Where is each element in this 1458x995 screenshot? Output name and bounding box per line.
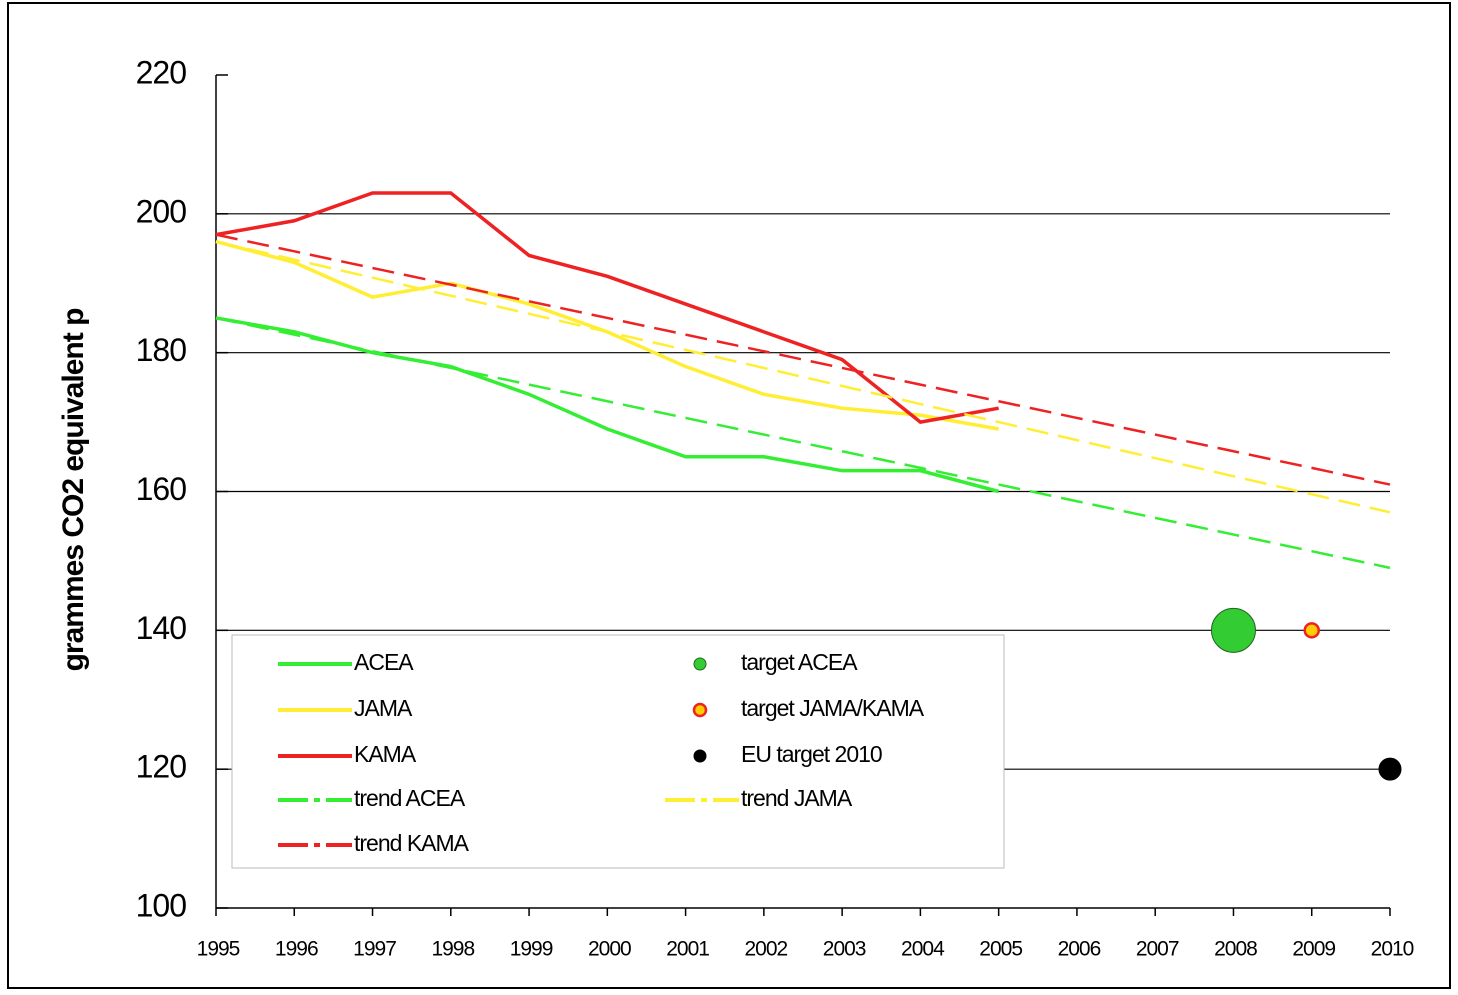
line-series: [215, 191, 999, 424]
x-tick-label: 2005: [979, 938, 1022, 961]
x-tick-label: 1995: [197, 938, 240, 961]
x-tick-label: 2007: [1136, 938, 1179, 961]
y-tick-label: 120: [136, 749, 187, 785]
x-tick-label: 2001: [666, 938, 709, 961]
legend-label: trend JAMA: [741, 785, 853, 811]
y-axis-label: grammes CO2 equivalent p: [57, 308, 90, 671]
legend-box: [231, 634, 1005, 869]
x-tick-label: 2003: [823, 938, 866, 961]
y-tick-label: 140: [136, 610, 187, 646]
target-point: [1210, 607, 1256, 653]
legend-label: ACEA: [354, 649, 414, 675]
y-tick-label: 200: [136, 193, 187, 229]
y-tick-label: 180: [136, 332, 187, 368]
y-tick-label: 160: [136, 471, 187, 507]
legend-label: KAMA: [354, 741, 417, 767]
x-tick-label: 2000: [588, 938, 631, 961]
legend-label: trend ACEA: [354, 785, 466, 811]
x-tick-label: 2002: [745, 938, 788, 961]
x-tick-label: 2009: [1292, 938, 1335, 961]
x-tick-label: 1997: [353, 938, 396, 961]
legend-label: target ACEA: [741, 649, 858, 675]
line-series: [215, 316, 1391, 570]
legend-marker: [692, 702, 708, 718]
y-tick-label: 100: [136, 887, 187, 923]
legend-label: EU target 2010: [741, 741, 882, 767]
x-tick-label: 1999: [510, 938, 553, 961]
x-tick-label: 1998: [431, 938, 474, 961]
legend-label: target JAMA/KAMA: [741, 695, 925, 721]
legend-marker: [693, 657, 707, 671]
x-tick-label: 1996: [275, 938, 318, 961]
legend-label: JAMA: [354, 695, 413, 721]
target-point: [1378, 757, 1402, 781]
x-tick-label: 2004: [901, 938, 945, 961]
y-tick-label: 220: [136, 54, 187, 90]
legend-label: trend KAMA: [354, 830, 470, 856]
line-series: [215, 233, 1391, 486]
legend-marker: [693, 749, 707, 763]
x-tick-label: 2006: [1058, 938, 1101, 961]
line-series: [215, 240, 1391, 514]
x-tick-label: 2008: [1214, 938, 1257, 961]
target-point: [1303, 622, 1320, 639]
x-tick-label: 2010: [1371, 938, 1414, 961]
